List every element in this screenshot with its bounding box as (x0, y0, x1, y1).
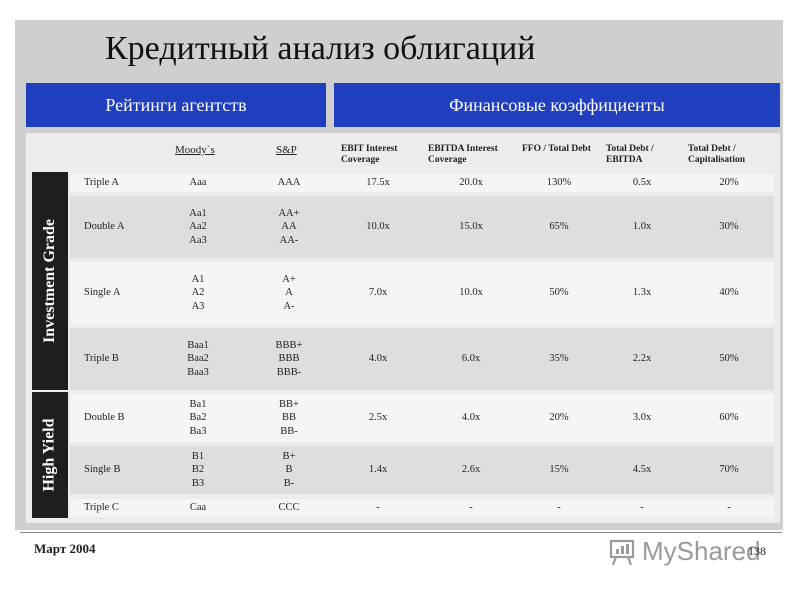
cell-debt-cap: 30% (719, 221, 739, 233)
cell-ebitda: 20.0x (459, 177, 483, 189)
table-row (70, 174, 774, 192)
cell-ffo: - (557, 502, 561, 514)
cell-ebitda: 15.0x (459, 221, 483, 233)
column-header-debt-cap: Total Debt / Capitalisation (688, 144, 746, 166)
cell-debt-ebitda: 2.2x (632, 353, 652, 365)
cell-sp: AA+ AA AA- (278, 208, 300, 246)
cell-ebit: 7.0x (368, 287, 388, 299)
cell-debt-cap: 40% (719, 287, 739, 299)
table-row (70, 328, 774, 390)
cell-debt-ebitda: 1.3x (632, 287, 652, 299)
column-header-moodys: Moody`s (175, 144, 215, 156)
cell-ffo: 50% (549, 287, 569, 299)
cell-moodys: B1 B2 B3 (191, 451, 205, 489)
cell-ffo: 35% (549, 353, 569, 365)
cell-debt-ebitda: 3.0x (632, 412, 652, 424)
cell-ebit: 17.5x (366, 177, 390, 189)
group-label: High Yield (41, 418, 59, 492)
table-row (70, 446, 774, 494)
page-number: 138 (748, 544, 766, 558)
cell-debt-cap: 70% (719, 464, 739, 476)
cell-ebitda: 6.0x (461, 353, 481, 365)
cell-ebit: - (376, 502, 380, 514)
cell-name: Triple A (84, 177, 119, 189)
column-header-sp: S&P (276, 144, 297, 156)
cell-debt-ebitda: - (640, 502, 644, 514)
table-row (70, 196, 774, 258)
presentation-board-icon (609, 539, 635, 565)
cell-name: Single A (84, 287, 121, 299)
cell-debt-cap: - (727, 502, 731, 514)
cell-debt-ebitda: 1.0x (632, 221, 652, 233)
cell-sp: BBB+ BBB BBB- (275, 340, 303, 378)
cell-ebit: 10.0x (366, 221, 390, 233)
column-header-ffo: FFO / Total Debt (522, 144, 591, 154)
cell-name: Double A (84, 221, 125, 233)
cell-ebitda: 2.6x (461, 464, 481, 476)
cell-ebitda: - (469, 502, 473, 514)
cell-name: Double B (84, 412, 125, 424)
myshared-logo: MyShared (608, 536, 761, 567)
cell-name: Triple B (84, 353, 119, 365)
cell-moodys: Caa (189, 502, 207, 514)
cell-sp: CCC (278, 502, 300, 514)
group-label: Investment Grade (41, 219, 59, 343)
cell-moodys: Aaa (189, 177, 207, 189)
footer-date: Март 2004 (34, 541, 96, 556)
cell-sp: A+ A A- (282, 274, 296, 312)
cell-sp: B+ B B- (282, 451, 296, 489)
header-agency-ratings: Рейтинги агентств (26, 83, 326, 127)
group-high-yield: High Yield (32, 392, 68, 518)
cell-moodys: Baa1 Baa2 Baa3 (187, 340, 209, 378)
group-investment-grade: Investment Grade (32, 172, 68, 390)
column-header-debt-ebitda: Total Debt / EBITDA (606, 144, 654, 166)
cell-ebit: 1.4x (368, 464, 388, 476)
logo-text: MyShared (642, 536, 761, 566)
table-row (70, 499, 774, 517)
header-financial-ratios: Финансовые коэффициенты (334, 83, 780, 127)
cell-moodys: Aa1 Aa2 Aa3 (189, 208, 207, 246)
cell-debt-ebitda: 4.5x (632, 464, 652, 476)
cell-ebitda: 10.0x (459, 287, 483, 299)
cell-debt-cap: 60% (719, 412, 739, 424)
column-header-ebit: EBIT Interest Coverage (341, 144, 398, 166)
page-title: Кредитный анализ облигаций (105, 30, 536, 67)
cell-ebit: 4.0x (368, 353, 388, 365)
table-row (70, 394, 774, 442)
cell-ffo: 65% (549, 221, 569, 233)
cell-moodys: A1 A2 A3 (191, 274, 205, 312)
cell-ffo: 15% (549, 464, 569, 476)
cell-sp: BB+ BB BB- (279, 399, 299, 437)
column-header-ebitda: EBITDA Interest Coverage (428, 144, 498, 166)
cell-ffo: 20% (549, 412, 569, 424)
cell-moodys: Ba1 Ba2 Ba3 (189, 399, 207, 437)
cell-ffo: 130% (546, 177, 572, 189)
cell-sp: AAA (277, 177, 301, 189)
footer-divider (20, 532, 782, 533)
cell-name: Single B (84, 464, 121, 476)
table-row (70, 262, 774, 324)
cell-debt-cap: 20% (719, 177, 739, 189)
cell-debt-cap: 50% (719, 353, 739, 365)
cell-ebitda: 4.0x (461, 412, 481, 424)
cell-debt-ebitda: 0.5x (632, 177, 652, 189)
cell-ebit: 2.5x (368, 412, 388, 424)
cell-name: Triple C (84, 502, 119, 514)
